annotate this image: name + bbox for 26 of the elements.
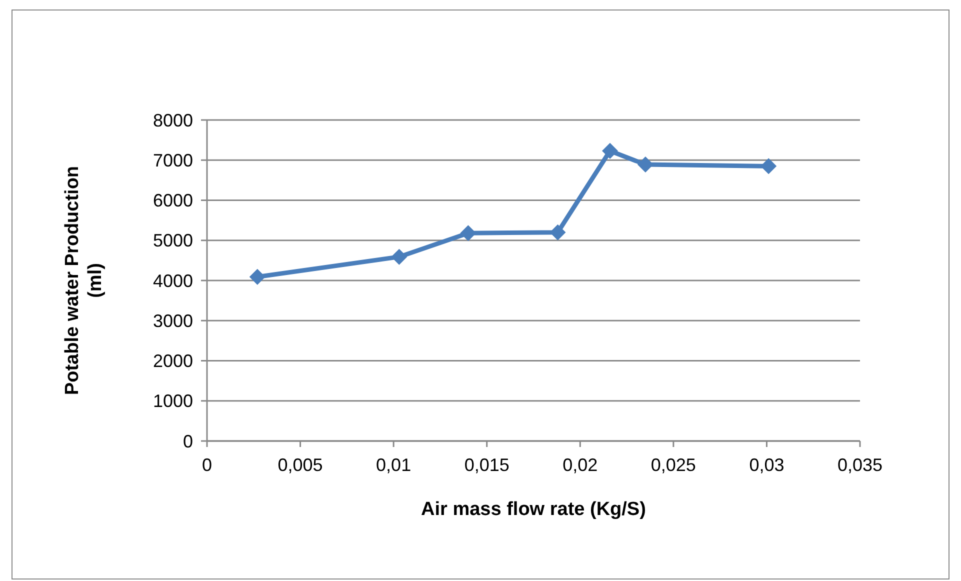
x-tick-label: 0,025 (650, 455, 696, 475)
point (760, 158, 777, 174)
y-tick-label: 6000 (152, 190, 193, 211)
x-tick-label: 0,01 (376, 455, 412, 475)
x-tick-label: 0,02 (562, 455, 598, 475)
y-tick-label: 7000 (152, 150, 193, 170)
point (249, 268, 266, 285)
x-axis-title: Air mass flow rate (Kg/S) (421, 499, 646, 520)
y-tick-label: 8000 (152, 110, 193, 130)
y-tick-label: 2000 (152, 351, 193, 372)
x-tick-label: 0,015 (464, 455, 510, 475)
point (602, 142, 618, 159)
x-tick-label: 0,005 (278, 455, 323, 475)
x-tick-label: 0,03 (749, 455, 784, 475)
y-tick-label: 1000 (152, 391, 193, 412)
point (460, 225, 476, 242)
y-tick-label: 3000 (152, 310, 193, 331)
x-tick-label: 0 (202, 455, 212, 475)
point (637, 156, 654, 173)
point (550, 224, 566, 240)
y-axis-title: Potable water Production (ml) (62, 166, 106, 396)
x-tick-label: 0,035 (837, 455, 883, 475)
y-tick-label: 0 (182, 431, 193, 452)
y-tick-label: 4000 (152, 270, 193, 291)
point (391, 248, 408, 265)
y-tick-label: 5000 (152, 230, 193, 251)
